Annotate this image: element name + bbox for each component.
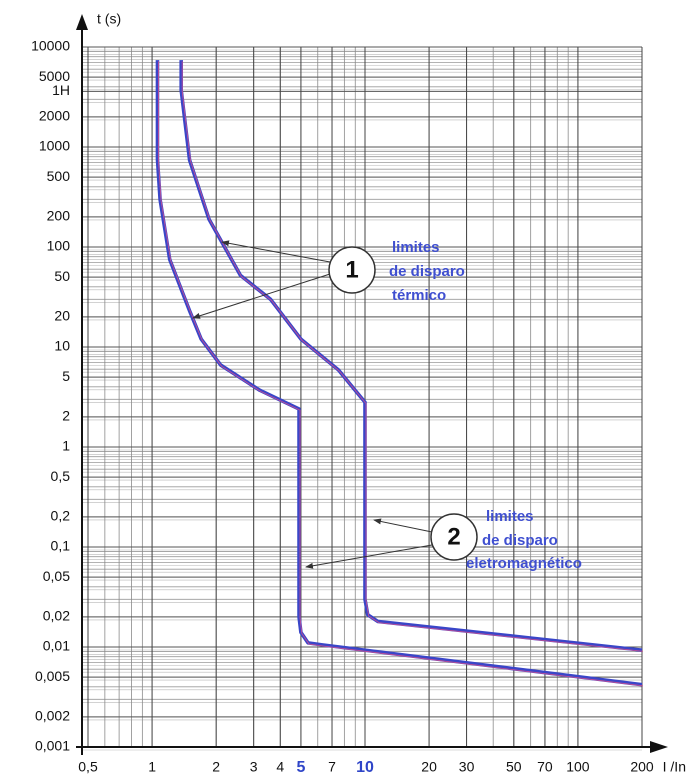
y-tick-label: 1000 xyxy=(39,138,70,154)
y-tick-label: 0,02 xyxy=(43,608,70,624)
annotation-1: 1 limites de disparo térmico xyxy=(192,239,465,319)
annotation-text: limites xyxy=(392,239,440,256)
x-tick-label: 100 xyxy=(566,759,590,775)
y-tick-label: 2 xyxy=(62,408,70,424)
x-tick-label: 3 xyxy=(250,759,258,775)
y-tick-label: 20 xyxy=(54,308,70,324)
y-tick-label: 200 xyxy=(47,208,71,224)
y-tick-label: 1 xyxy=(62,438,70,454)
arrow xyxy=(221,240,331,263)
y-tick-label: 10000 xyxy=(31,38,70,54)
y-tick-label: 2000 xyxy=(39,108,70,124)
x-tick-label: 200 xyxy=(630,759,654,775)
y-tick-label: 1H xyxy=(52,82,70,98)
arrow xyxy=(305,544,433,569)
callout-number: 2 xyxy=(447,523,460,550)
x-tick-label: 10 xyxy=(356,759,374,776)
x-tick-label: 20 xyxy=(421,759,437,775)
y-tick-label: 50 xyxy=(54,268,70,284)
annotation-text: eletromagnético xyxy=(466,555,582,572)
y-axis-label: t (s) xyxy=(97,11,121,27)
y-tick-label: 0,5 xyxy=(51,468,71,484)
annotation-text: de disparo xyxy=(389,263,465,280)
callout-circle xyxy=(430,513,478,561)
curves xyxy=(155,60,644,687)
x-tick-label: 0,5 xyxy=(78,759,98,775)
y-axis-arrow xyxy=(76,14,88,30)
arrow xyxy=(373,518,433,533)
x-tick-label: 5 xyxy=(296,759,305,776)
y-tick-label: 100 xyxy=(47,238,71,254)
y-tick-label: 10 xyxy=(54,338,70,354)
x-tick-label: 50 xyxy=(506,759,522,775)
annotation-text: limites xyxy=(486,508,534,525)
y-tick-label: 0,005 xyxy=(35,668,70,684)
annotation-text: de disparo xyxy=(482,532,558,549)
arrow xyxy=(192,273,331,319)
y-tick-label: 0,05 xyxy=(43,568,70,584)
curve-underline xyxy=(158,61,644,687)
x-tick-label: 30 xyxy=(459,759,475,775)
x-axis-arrow xyxy=(650,741,668,753)
y-tick-label: 500 xyxy=(47,168,71,184)
curve-underline xyxy=(181,61,644,652)
x-tick-label: 2 xyxy=(212,759,220,775)
x-tick-label: 1 xyxy=(148,759,156,775)
y-tick-label: 0,001 xyxy=(35,738,70,754)
y-tick-label: 5 xyxy=(62,368,70,384)
x-tick-label: 70 xyxy=(537,759,553,775)
y-tick-label: 0,2 xyxy=(51,508,71,524)
x-tick-label: 4 xyxy=(276,759,284,775)
x-tick-label: 7 xyxy=(328,759,336,775)
y-tick-label: 0,01 xyxy=(43,638,70,654)
callout-number: 1 xyxy=(345,256,358,283)
annotation-2: 2 limites de disparo eletromagnético xyxy=(305,508,582,572)
y-tick-label: 0,002 xyxy=(35,708,70,724)
y-tick-label: 5000 xyxy=(39,68,70,84)
callout-circle xyxy=(328,246,376,294)
annotation-text: térmico xyxy=(392,287,446,304)
x-axis-label: I /In xyxy=(663,759,686,775)
y-tick-label: 0,1 xyxy=(51,538,71,554)
